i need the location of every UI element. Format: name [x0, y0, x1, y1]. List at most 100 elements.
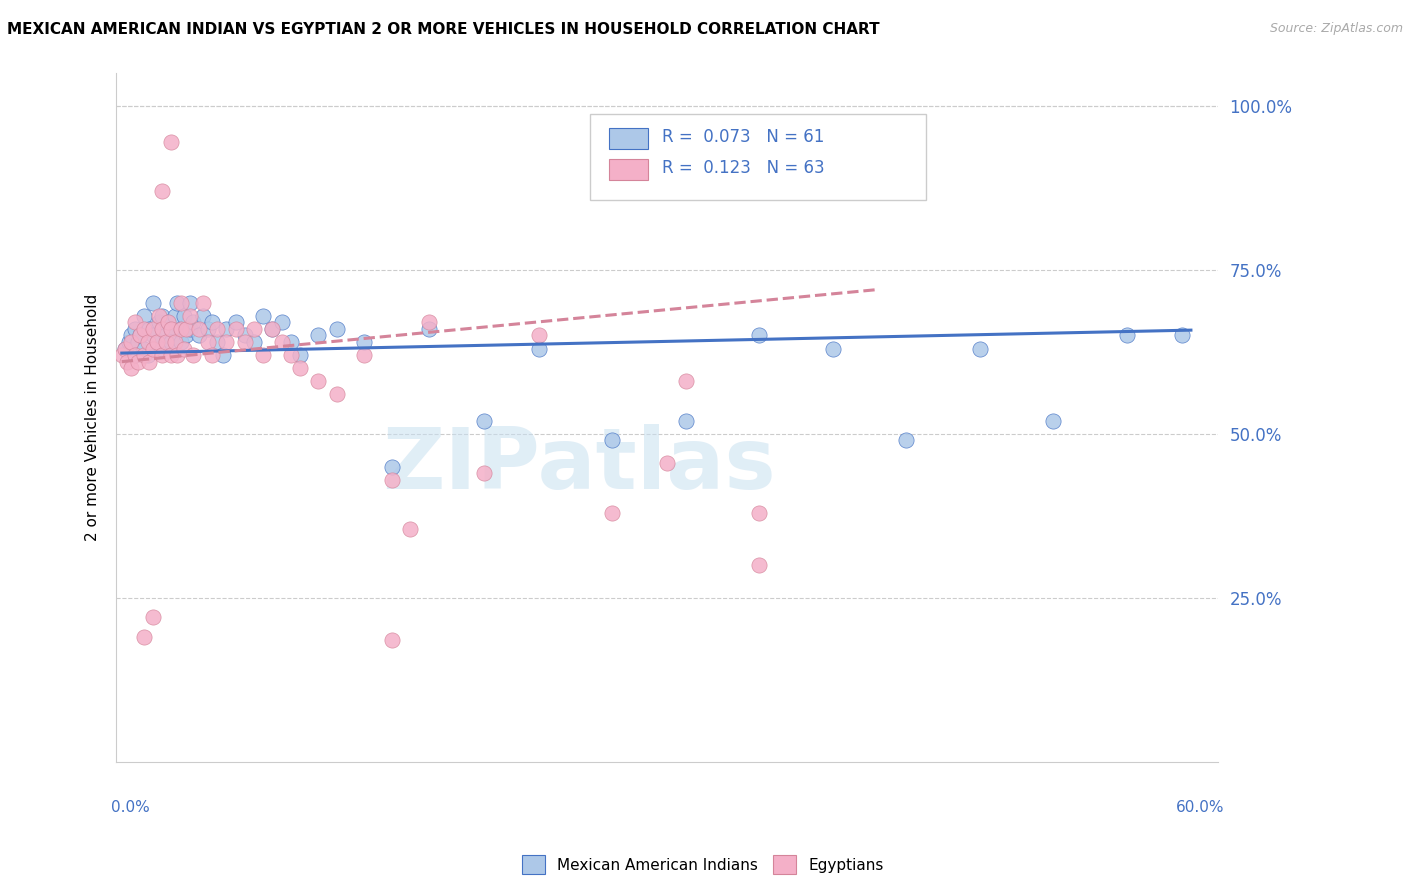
- Legend: Mexican American Indians, Egyptians: Mexican American Indians, Egyptians: [516, 849, 890, 880]
- Point: [215, 322, 238, 336]
- Point: [675, 374, 697, 388]
- Point: [169, 322, 191, 336]
- Point: [166, 295, 188, 310]
- Point: [111, 348, 134, 362]
- Point: [418, 315, 440, 329]
- Point: [243, 322, 266, 336]
- Point: [124, 348, 146, 362]
- Point: [381, 473, 404, 487]
- Point: [145, 334, 167, 349]
- Point: [353, 348, 375, 362]
- Point: [243, 334, 266, 349]
- Point: [127, 354, 149, 368]
- Point: [418, 322, 440, 336]
- Point: [191, 295, 214, 310]
- Point: [132, 322, 155, 336]
- Point: [179, 295, 201, 310]
- Point: [353, 334, 375, 349]
- Point: [114, 342, 136, 356]
- Point: [132, 309, 155, 323]
- Point: [748, 558, 770, 572]
- Point: [211, 348, 233, 362]
- Point: [127, 334, 149, 349]
- Point: [270, 315, 292, 329]
- Point: [132, 348, 155, 362]
- Text: Source: ZipAtlas.com: Source: ZipAtlas.com: [1270, 22, 1403, 36]
- Text: R =  0.123   N = 63: R = 0.123 N = 63: [662, 159, 824, 177]
- Point: [307, 328, 329, 343]
- Point: [207, 334, 229, 349]
- Point: [138, 322, 160, 336]
- Point: [1170, 328, 1192, 343]
- Point: [124, 348, 146, 362]
- Point: [150, 342, 173, 356]
- Point: [169, 322, 191, 336]
- Point: [472, 466, 495, 480]
- FancyBboxPatch shape: [609, 159, 648, 180]
- Point: [136, 334, 159, 349]
- Y-axis label: 2 or more Vehicles in Household: 2 or more Vehicles in Household: [86, 293, 100, 541]
- Point: [129, 328, 152, 343]
- Point: [527, 342, 550, 356]
- Point: [1115, 328, 1137, 343]
- Point: [270, 334, 292, 349]
- Point: [288, 361, 311, 376]
- Point: [160, 322, 183, 336]
- Point: [148, 309, 170, 323]
- Point: [280, 334, 302, 349]
- Text: R =  0.073   N = 61: R = 0.073 N = 61: [662, 128, 824, 146]
- Point: [225, 322, 247, 336]
- Point: [150, 348, 173, 362]
- Point: [657, 456, 679, 470]
- Point: [399, 522, 422, 536]
- Point: [896, 434, 918, 448]
- FancyBboxPatch shape: [609, 128, 648, 149]
- Point: [117, 354, 139, 368]
- Point: [160, 348, 183, 362]
- Point: [233, 328, 256, 343]
- Point: [191, 309, 214, 323]
- Point: [142, 322, 165, 336]
- Point: [150, 322, 173, 336]
- Point: [748, 506, 770, 520]
- Point: [472, 414, 495, 428]
- Point: [142, 610, 165, 624]
- Point: [262, 322, 284, 336]
- Point: [183, 348, 205, 362]
- Point: [160, 322, 183, 336]
- Point: [262, 322, 284, 336]
- Point: [225, 315, 247, 329]
- Point: [381, 633, 404, 648]
- Point: [142, 342, 165, 356]
- Point: [124, 315, 146, 329]
- Point: [124, 322, 146, 336]
- Point: [118, 334, 141, 349]
- Point: [138, 354, 160, 368]
- Point: [325, 322, 347, 336]
- Point: [142, 295, 165, 310]
- Point: [114, 342, 136, 356]
- Point: [1042, 414, 1064, 428]
- Point: [187, 322, 209, 336]
- Point: [201, 348, 224, 362]
- Point: [174, 328, 197, 343]
- Point: [155, 328, 177, 343]
- Point: [381, 459, 404, 474]
- FancyBboxPatch shape: [591, 114, 927, 201]
- Point: [156, 315, 179, 329]
- Point: [169, 295, 191, 310]
- Point: [132, 630, 155, 644]
- Point: [160, 334, 183, 349]
- Text: MEXICAN AMERICAN INDIAN VS EGYPTIAN 2 OR MORE VEHICLES IN HOUSEHOLD CORRELATION : MEXICAN AMERICAN INDIAN VS EGYPTIAN 2 OR…: [7, 22, 880, 37]
- Text: ZIPatlas: ZIPatlas: [382, 424, 776, 507]
- Point: [600, 506, 623, 520]
- Point: [187, 328, 209, 343]
- Point: [201, 315, 224, 329]
- Point: [173, 309, 195, 323]
- Text: 0.0%: 0.0%: [111, 799, 149, 814]
- Point: [197, 334, 219, 349]
- Point: [169, 334, 191, 349]
- Point: [197, 322, 219, 336]
- Point: [173, 342, 195, 356]
- Point: [600, 434, 623, 448]
